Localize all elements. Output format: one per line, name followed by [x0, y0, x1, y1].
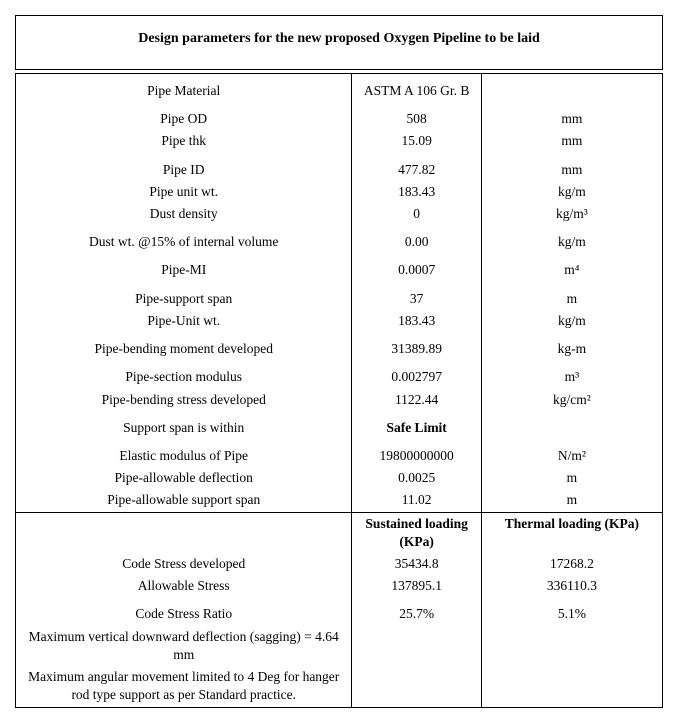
- row-unit: 336110.3: [481, 575, 662, 597]
- table-row: Pipe-Unit wt.183.43kg/m: [16, 310, 663, 332]
- header-row: Pipe Material ASTM A 106 Gr. B: [16, 73, 663, 108]
- row-unit: m: [481, 282, 662, 310]
- row-value: 137895.1: [352, 575, 481, 597]
- row-value: 0: [352, 203, 481, 225]
- sub-header-sustained: Sustained loading (KPa): [352, 512, 481, 553]
- row-value: 0.0025: [352, 467, 481, 489]
- row-label: Pipe OD: [16, 108, 352, 130]
- row-value: 11.02: [352, 489, 481, 512]
- row-value: Safe Limit: [352, 411, 481, 439]
- row-value: 35434.8: [352, 553, 481, 575]
- table-row: Code Stress developed35434.817268.2: [16, 553, 663, 575]
- row-label: Pipe unit wt.: [16, 181, 352, 203]
- row-label: Code Stress Ratio: [16, 597, 352, 625]
- row-value: 19800000000: [352, 439, 481, 467]
- header-param: Pipe Material: [16, 73, 352, 108]
- sub-header-thermal: Thermal loading (KPa): [481, 512, 662, 553]
- row-label: Allowable Stress: [16, 575, 352, 597]
- row-value: 15.09: [352, 130, 481, 152]
- note-1: Maximum vertical downward deflection (sa…: [16, 626, 352, 666]
- row-unit: kg/m: [481, 310, 662, 332]
- row-unit: kg/cm²: [481, 389, 662, 411]
- row-unit: m: [481, 467, 662, 489]
- note-row-1: Maximum vertical downward deflection (sa…: [16, 626, 663, 666]
- row-label: Pipe-section modulus: [16, 360, 352, 388]
- row-unit: mm: [481, 153, 662, 181]
- table-row: Pipe ID477.82mm: [16, 153, 663, 181]
- table-row: Pipe-allowable support span11.02m: [16, 489, 663, 512]
- row-unit: m⁴: [481, 253, 662, 281]
- row-unit: [481, 411, 662, 439]
- row-unit: kg/m³: [481, 203, 662, 225]
- row-value: 37: [352, 282, 481, 310]
- row-label: Pipe-bending moment developed: [16, 332, 352, 360]
- table-row: Elastic modulus of Pipe19800000000N/m²: [16, 439, 663, 467]
- row-label: Code Stress developed: [16, 553, 352, 575]
- table-row: Dust density0kg/m³: [16, 203, 663, 225]
- row-unit: kg/m: [481, 181, 662, 203]
- row-value: 1122.44: [352, 389, 481, 411]
- row-value: 477.82: [352, 153, 481, 181]
- row-label: Support span is within: [16, 411, 352, 439]
- row-unit: mm: [481, 108, 662, 130]
- row-label: Pipe-allowable deflection: [16, 467, 352, 489]
- row-unit: N/m²: [481, 439, 662, 467]
- table-row: Pipe-MI0.0007m⁴: [16, 253, 663, 281]
- row-unit: kg-m: [481, 332, 662, 360]
- table-row: Allowable Stress137895.1336110.3: [16, 575, 663, 597]
- row-label: Pipe-MI: [16, 253, 352, 281]
- table-row: Pipe unit wt.183.43kg/m: [16, 181, 663, 203]
- table-row: Pipe-allowable deflection0.0025m: [16, 467, 663, 489]
- row-unit: mm: [481, 130, 662, 152]
- row-unit: 17268.2: [481, 553, 662, 575]
- table-row: Pipe-support span37m: [16, 282, 663, 310]
- table-row: Dust wt. @15% of internal volume0.00kg/m: [16, 225, 663, 253]
- sub-header-row: Sustained loading (KPa) Thermal loading …: [16, 512, 663, 553]
- row-label: Elastic modulus of Pipe: [16, 439, 352, 467]
- row-unit: m: [481, 489, 662, 512]
- row-value: 508: [352, 108, 481, 130]
- row-value: 0.00: [352, 225, 481, 253]
- row-label: Dust density: [16, 203, 352, 225]
- header-unit: [481, 73, 662, 108]
- row-unit: 5.1%: [481, 597, 662, 625]
- table-row: Pipe-bending moment developed31389.89kg-…: [16, 332, 663, 360]
- row-label: Pipe thk: [16, 130, 352, 152]
- note-row-2: Maximum angular movement limited to 4 De…: [16, 666, 663, 707]
- design-params-table: Design parameters for the new proposed O…: [15, 15, 663, 708]
- row-label: Pipe-allowable support span: [16, 489, 352, 512]
- row-label: Pipe-support span: [16, 282, 352, 310]
- row-label: Dust wt. @15% of internal volume: [16, 225, 352, 253]
- table-row: Pipe-section modulus0.002797m³: [16, 360, 663, 388]
- row-value: 183.43: [352, 181, 481, 203]
- row-value: 183.43: [352, 310, 481, 332]
- row-label: Pipe-bending stress developed: [16, 389, 352, 411]
- table-row: Pipe thk15.09mm: [16, 130, 663, 152]
- table-row: Pipe-bending stress developed1122.44kg/c…: [16, 389, 663, 411]
- sub-header-blank: [16, 512, 352, 553]
- row-value: 25.7%: [352, 597, 481, 625]
- table-row: Support span is withinSafe Limit: [16, 411, 663, 439]
- row-label: Pipe-Unit wt.: [16, 310, 352, 332]
- row-unit: m³: [481, 360, 662, 388]
- table-row: Code Stress Ratio25.7%5.1%: [16, 597, 663, 625]
- note-2: Maximum angular movement limited to 4 De…: [16, 666, 352, 707]
- row-value: 0.0007: [352, 253, 481, 281]
- header-value: ASTM A 106 Gr. B: [352, 73, 481, 108]
- title-row: Design parameters for the new proposed O…: [16, 16, 663, 70]
- row-unit: kg/m: [481, 225, 662, 253]
- row-label: Pipe ID: [16, 153, 352, 181]
- table-row: Pipe OD508mm: [16, 108, 663, 130]
- table-title: Design parameters for the new proposed O…: [16, 16, 663, 70]
- row-value: 0.002797: [352, 360, 481, 388]
- row-value: 31389.89: [352, 332, 481, 360]
